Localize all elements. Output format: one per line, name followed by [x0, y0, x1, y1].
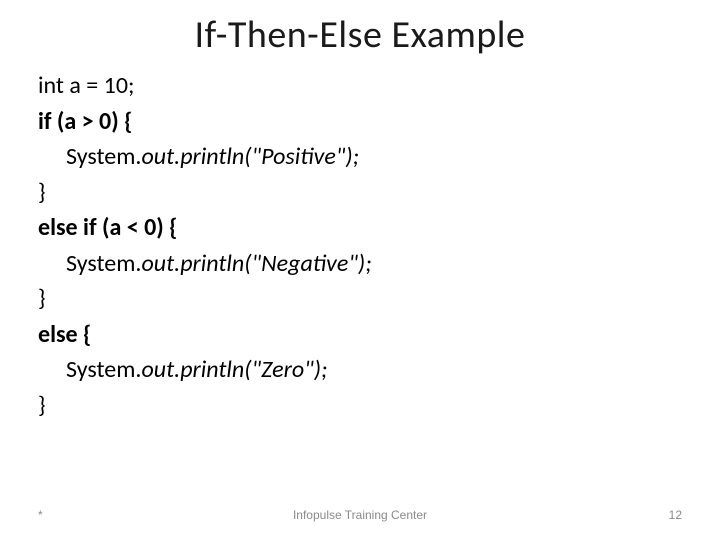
code-text: System. [66, 142, 141, 171]
code-line-8: else { [38, 317, 682, 353]
code-line-7: } [38, 281, 682, 317]
code-text-italic: out.println("Zero"); [141, 355, 327, 384]
code-text-italic: out.println("Positive"); [141, 142, 359, 171]
code-line-9: System.out.println("Zero"); [38, 352, 682, 388]
slide: If-Then-Else Example int a = 10; if (a >… [0, 0, 720, 540]
code-text: System. [66, 249, 141, 278]
code-line-5: else if (a < 0) { [38, 210, 682, 246]
code-block: int a = 10; if (a > 0) { System.out.prin… [0, 58, 720, 423]
code-text: System. [66, 355, 141, 384]
code-line-4: } [38, 175, 682, 211]
code-line-3: System.out.println("Positive"); [38, 139, 682, 175]
code-line-10: } [38, 388, 682, 424]
code-line-2: if (a > 0) { [38, 104, 682, 140]
code-text-italic: out.println("Negative"); [141, 249, 371, 278]
code-line-1: int a = 10; [38, 68, 682, 104]
slide-number: 12 [669, 508, 682, 522]
code-line-6: System.out.println("Negative"); [38, 246, 682, 282]
footer-center: Infopulse Training Center [0, 508, 720, 522]
slide-title: If-Then-Else Example [0, 0, 720, 58]
